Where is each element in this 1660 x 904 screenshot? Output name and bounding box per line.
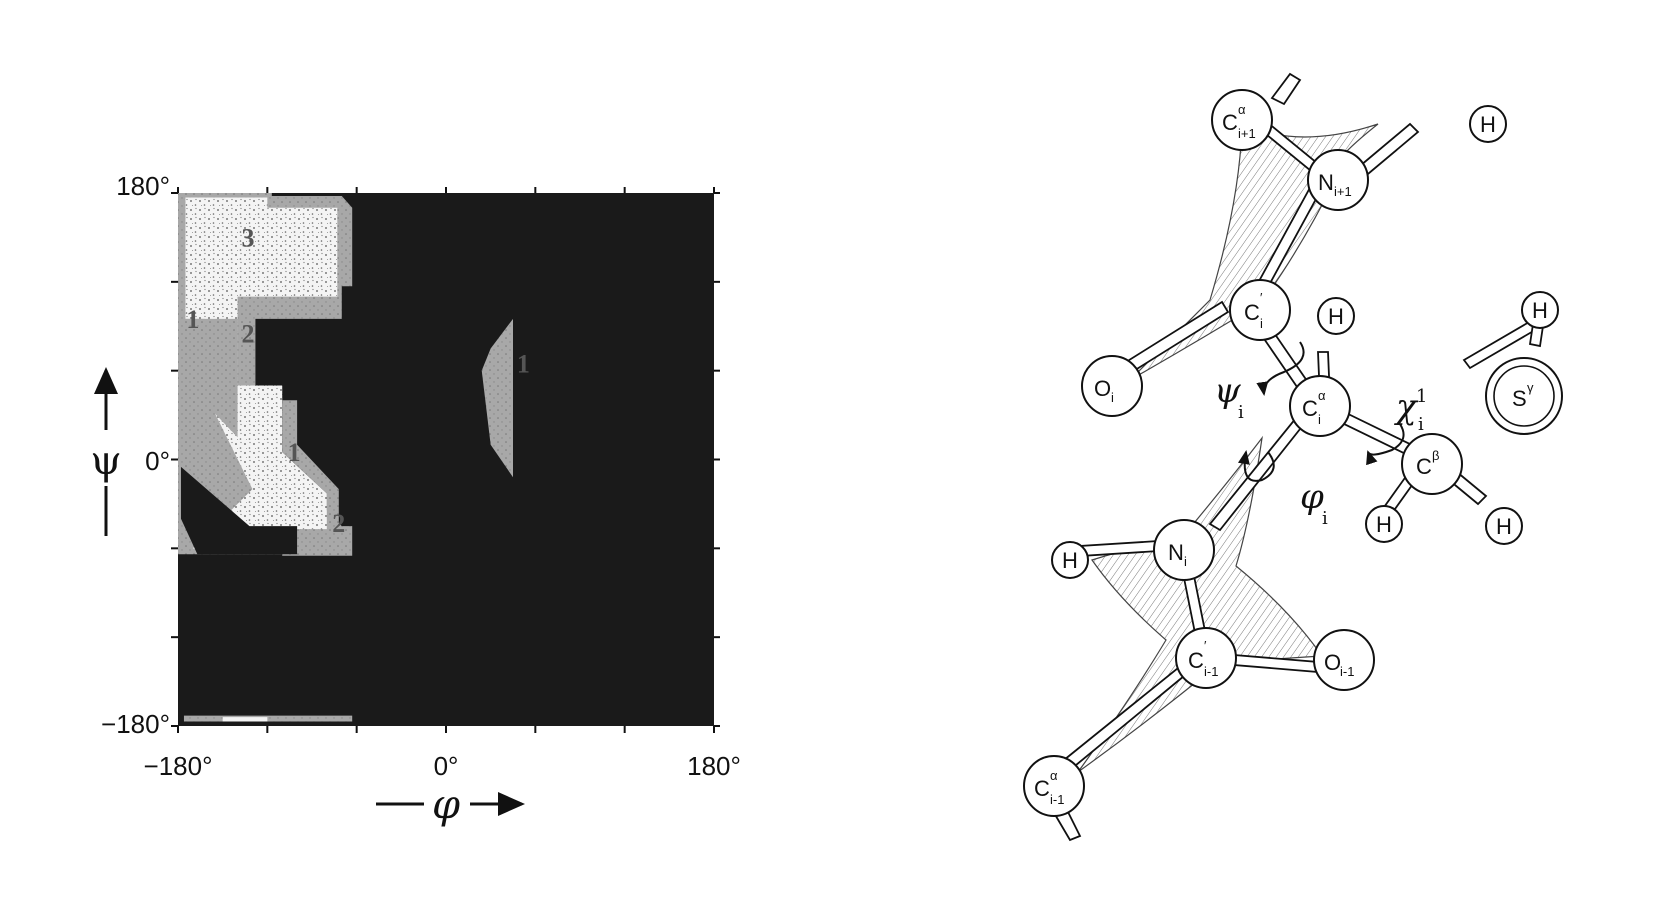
- atom-subscript: i-1: [1340, 664, 1354, 679]
- atom-label: H: [1496, 514, 1512, 539]
- y-tick-label: −180°: [101, 709, 170, 739]
- atom-h-sulfhydryl: H: [1522, 292, 1558, 328]
- atom-h-amide-top: H: [1470, 106, 1506, 142]
- allowed-strip-bottom: [223, 717, 268, 721]
- atom-calpha-i: C α i: [1290, 376, 1350, 436]
- atom-subscript: i-1: [1204, 664, 1218, 679]
- atom-superscript: α: [1318, 388, 1326, 403]
- atom-superscript: β: [1432, 448, 1439, 463]
- y-axis-symbol: ψ: [90, 438, 121, 484]
- region-label: 3: [241, 223, 254, 252]
- atom-subscript: i: [1260, 316, 1263, 331]
- atom-label: C: [1188, 648, 1204, 673]
- atom-c-beta: C β: [1402, 434, 1462, 494]
- x-tick-label: −180°: [144, 751, 213, 781]
- atom-label: H: [1328, 304, 1344, 329]
- x-tick-label: 0°: [434, 751, 459, 781]
- atom-label: C: [1302, 396, 1318, 421]
- atom-label: S: [1512, 386, 1527, 411]
- chi-angle-label: χ 1 i: [1394, 386, 1427, 435]
- x-tick-label: 180°: [687, 751, 741, 781]
- atom-label: N: [1318, 170, 1334, 195]
- atom-label: C: [1416, 454, 1432, 479]
- atom-label: H: [1532, 298, 1548, 323]
- x-axis-symbol: φ: [432, 782, 460, 828]
- psi-angle-label: ψ i: [1214, 371, 1244, 423]
- region-label: 2: [241, 320, 254, 349]
- atom-o-i-minus-1: O i-1: [1314, 630, 1374, 690]
- atom-subscript: i: [1111, 390, 1114, 405]
- angle-subscript: i: [1322, 508, 1328, 529]
- cysteine-residue-diagram: C α i+1 H N i+1 C ′ i: [1024, 74, 1562, 840]
- atom-subscript: i+1: [1334, 184, 1352, 199]
- atom-subscript: i+1: [1238, 126, 1256, 141]
- marginal-strip-bottom: [184, 716, 352, 722]
- atom-label: H: [1480, 112, 1496, 137]
- x-axis-title: φ: [376, 782, 522, 828]
- atom-s-gamma: S γ: [1486, 358, 1562, 434]
- atom-label: C: [1222, 110, 1238, 135]
- atom-o-i: O i: [1082, 356, 1142, 416]
- atom-subscript: i: [1184, 554, 1187, 569]
- atom-n-i-plus-1: N i+1: [1308, 150, 1368, 210]
- angle-superscript: 1: [1416, 386, 1427, 407]
- atom-carbonyl-c-i-minus-1: C ′ i-1: [1176, 628, 1236, 688]
- atom-label: H: [1062, 548, 1078, 573]
- atom-h-alpha: H: [1318, 298, 1354, 334]
- y-tick-label: 180°: [116, 171, 170, 201]
- atom-subscript: i: [1318, 412, 1321, 427]
- atom-superscript: α: [1238, 102, 1246, 117]
- angle-symbol: φ: [1300, 477, 1324, 517]
- region-label: 1: [186, 305, 199, 334]
- ramachandran-plot: 3 1 2 1 2 1 −180° 0° 180° 180° 0° −180° φ ψ: [90, 171, 741, 828]
- atom-superscript: α: [1050, 768, 1058, 783]
- phi-angle-label: φ i: [1300, 477, 1328, 529]
- angle-subscript: i: [1238, 402, 1244, 423]
- region-label: 1: [288, 438, 301, 467]
- region-label: 1: [517, 349, 530, 378]
- atom-calpha-i-plus-1: C α i+1: [1212, 90, 1272, 150]
- atom-h-amide: H: [1052, 542, 1088, 578]
- atom-label: O: [1094, 376, 1111, 401]
- atom-superscript: γ: [1527, 380, 1534, 395]
- atom-label: C: [1034, 776, 1050, 801]
- angle-subscript: i: [1418, 414, 1424, 435]
- atom-calpha-i-minus-1: C α i-1: [1024, 756, 1084, 816]
- atom-h-beta-1: H: [1366, 506, 1402, 542]
- atom-subscript: i-1: [1050, 792, 1064, 807]
- atom-label: C: [1244, 300, 1260, 325]
- atom-label: H: [1376, 512, 1392, 537]
- atom-carbonyl-c-i: C ′ i: [1230, 280, 1290, 340]
- angle-symbol: ψ: [1214, 371, 1241, 411]
- region-label: 2: [332, 509, 345, 538]
- y-axis-title: ψ: [90, 370, 121, 536]
- atom-label: N: [1168, 540, 1184, 565]
- atom-n-i: N i: [1154, 520, 1214, 580]
- atom-h-beta-2: H: [1486, 508, 1522, 544]
- atom-label: O: [1324, 650, 1341, 675]
- y-tick-label: 0°: [145, 446, 170, 476]
